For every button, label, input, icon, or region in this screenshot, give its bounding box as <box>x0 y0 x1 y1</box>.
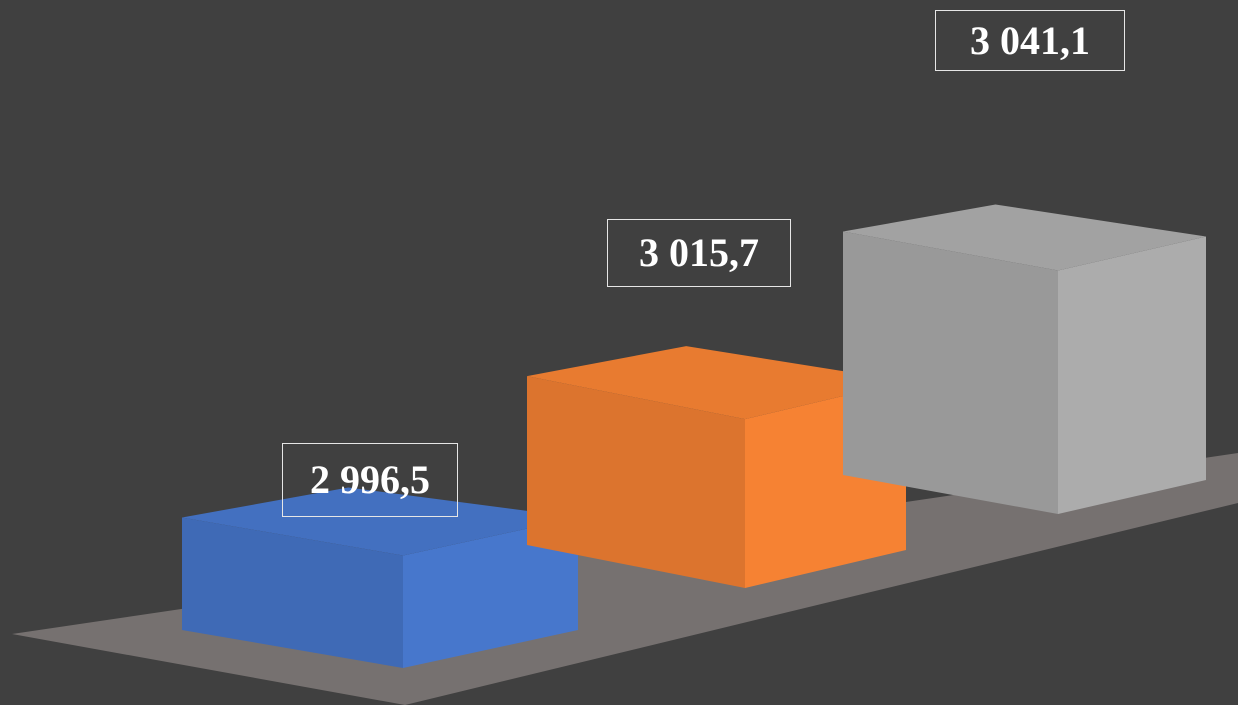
bar <box>843 204 1206 514</box>
bar-side-face <box>1058 236 1206 514</box>
data-label: 3 041,1 <box>935 10 1125 71</box>
bar-front-face <box>527 376 745 588</box>
bar-series <box>182 204 1206 668</box>
bar-top-face <box>527 346 906 420</box>
data-label: 3 015,7 <box>607 219 791 287</box>
bar-top-face <box>182 487 578 556</box>
bar-front-face <box>843 231 1058 514</box>
data-label: 2 996,5 <box>282 443 458 517</box>
bar-front-face <box>182 517 403 668</box>
bar-top-face <box>843 204 1206 271</box>
bar <box>182 487 578 668</box>
bar-side-face <box>403 517 578 668</box>
